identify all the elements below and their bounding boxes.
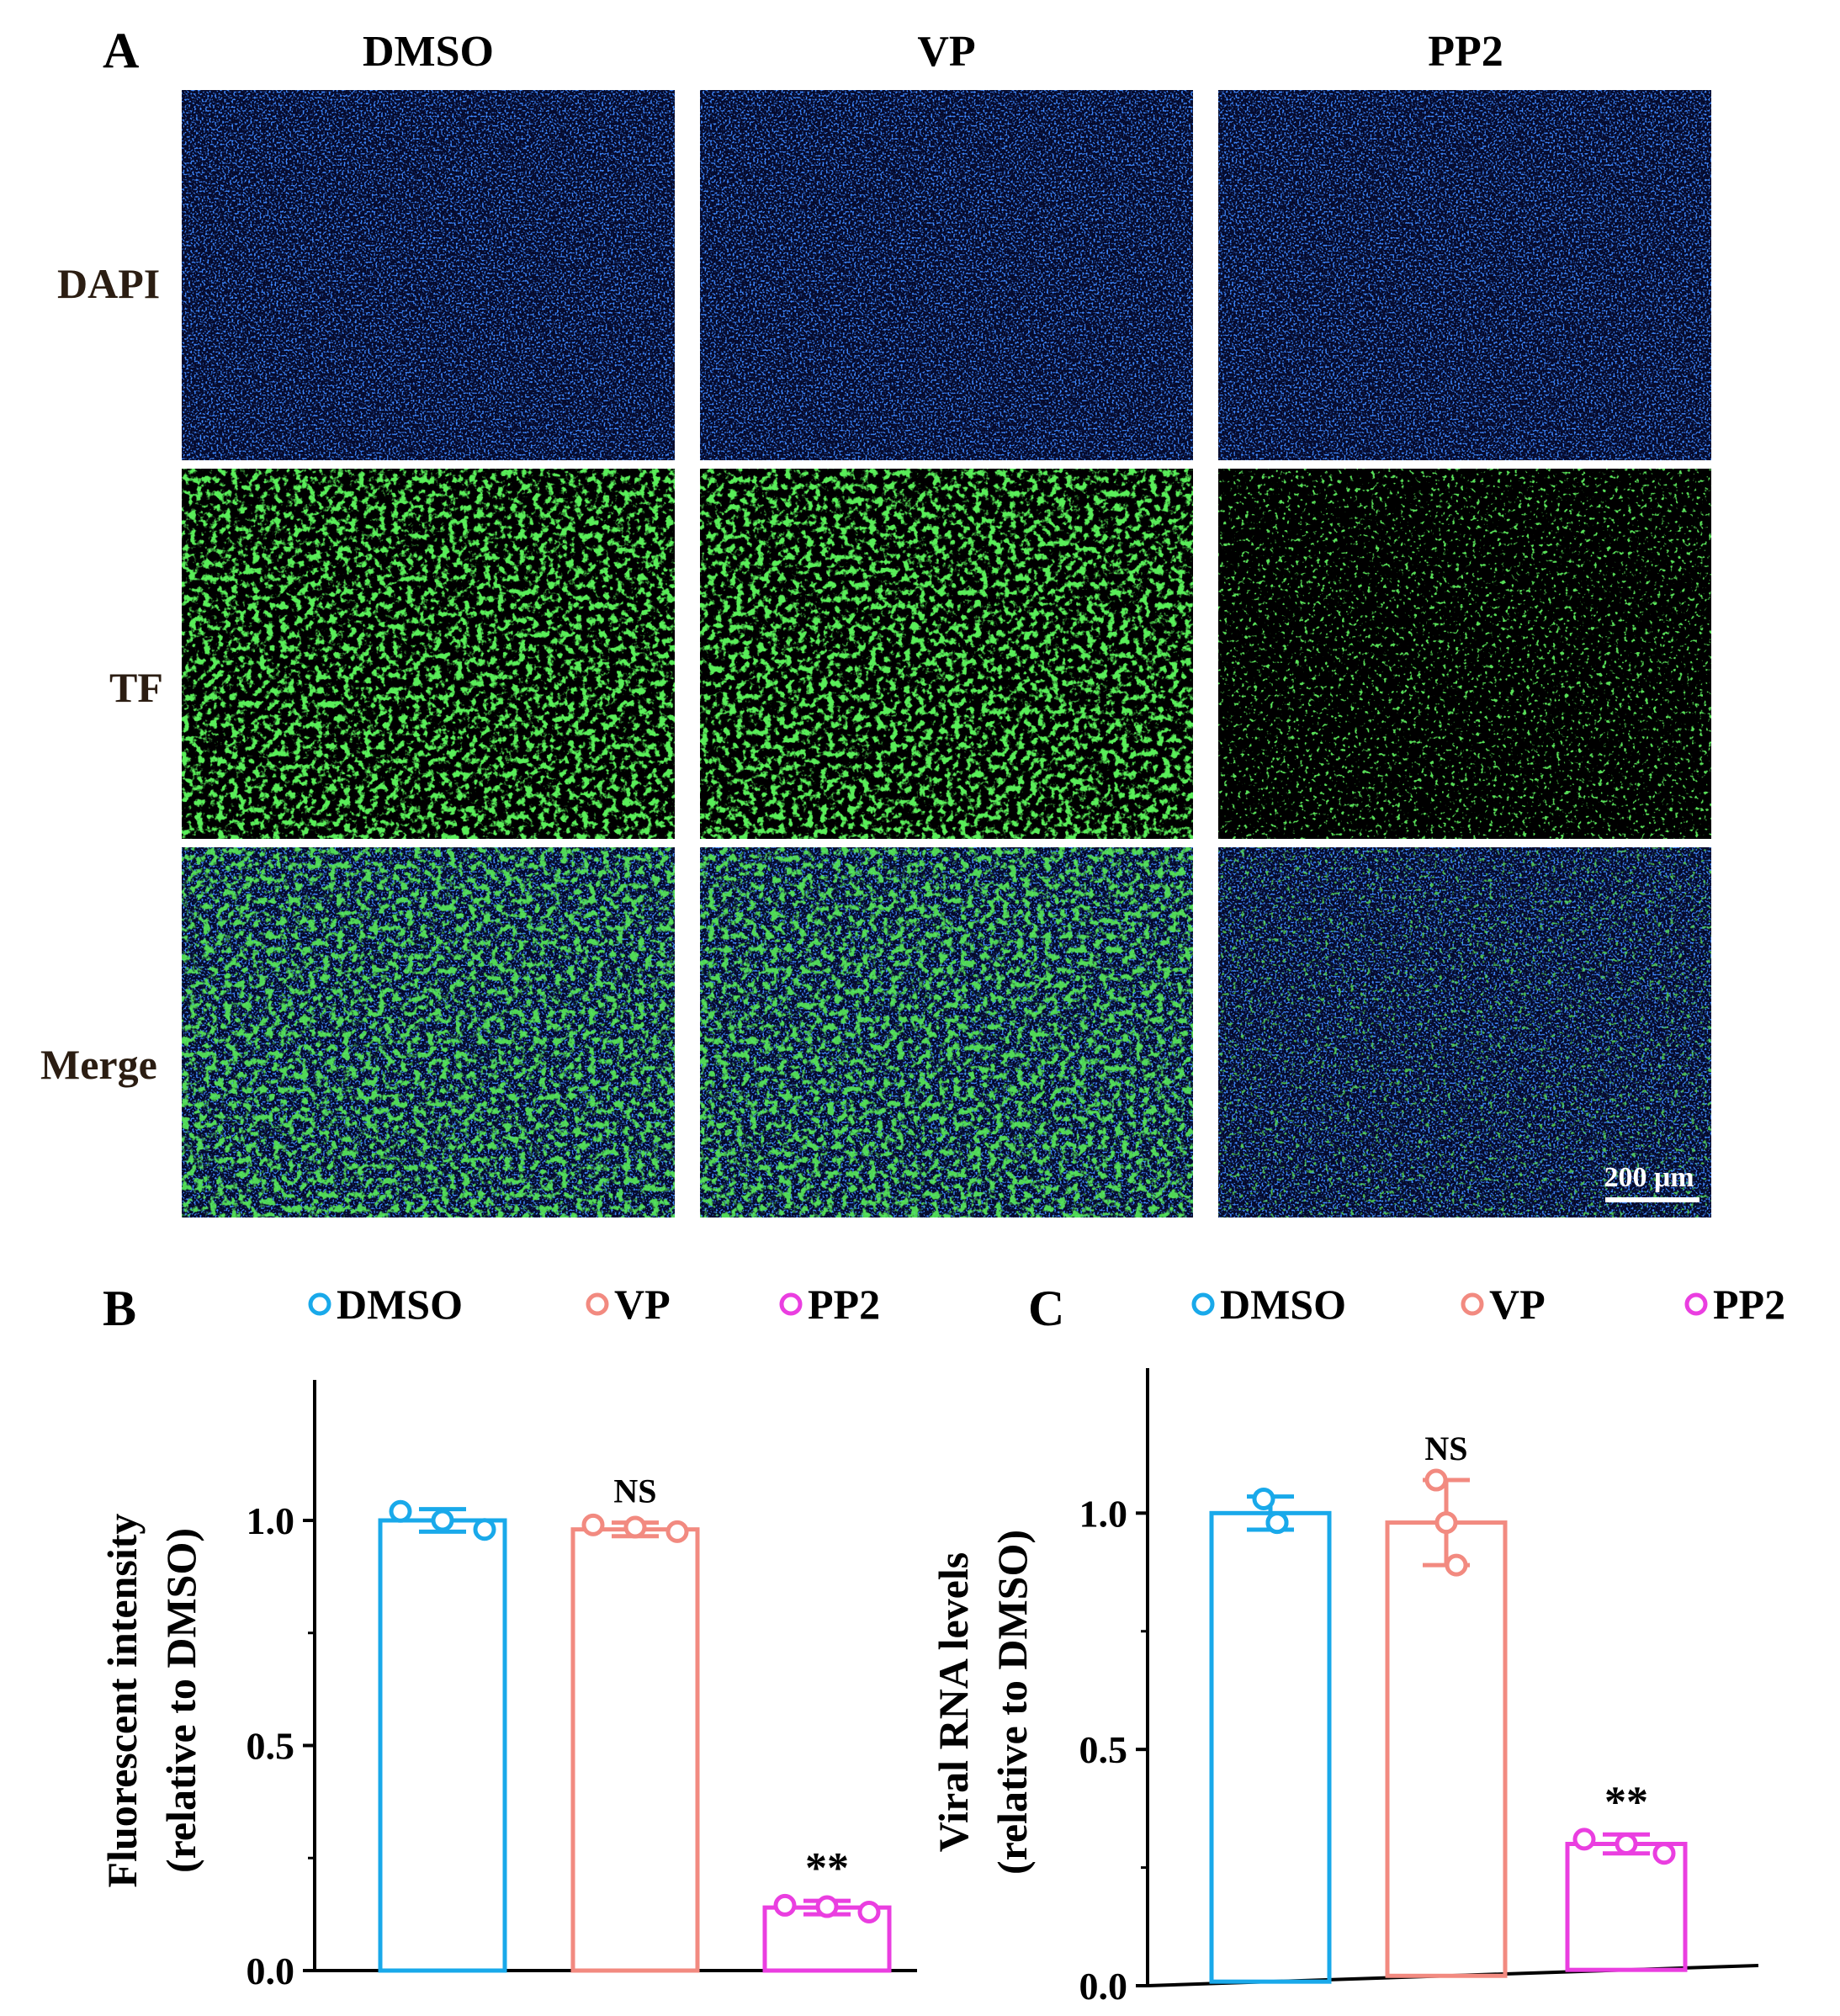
column-title-pp2: PP2 bbox=[1428, 28, 1503, 76]
y-tick-label: 0.0 bbox=[1079, 1965, 1128, 2008]
scale-bar: 200 μm bbox=[1604, 1162, 1699, 1202]
data-point-vp bbox=[581, 1513, 605, 1536]
bar-vp bbox=[570, 1527, 700, 1973]
legend-marker-dmso bbox=[308, 1292, 331, 1316]
data-point-dmso bbox=[389, 1499, 412, 1523]
significance-label-pp2: ** bbox=[805, 1844, 849, 1892]
significance-label-pp2: ** bbox=[1604, 1778, 1648, 1826]
scale-bar-line bbox=[1605, 1197, 1699, 1202]
significance-label-vp: NS bbox=[613, 1472, 656, 1510]
panel-letter-a: A bbox=[103, 23, 140, 78]
legend-marker-vp bbox=[586, 1292, 609, 1316]
data-point-pp2 bbox=[815, 1895, 839, 1918]
bar-dmso bbox=[1209, 1510, 1332, 1984]
legend-marker-pp2 bbox=[1684, 1292, 1708, 1316]
data-point-pp2 bbox=[773, 1893, 797, 1917]
y-axis-label-line1: Fluorescent intensity bbox=[98, 1514, 146, 1888]
y-tick-label: 0.0 bbox=[247, 1950, 295, 1992]
data-point-vp bbox=[1424, 1468, 1448, 1492]
y-tick-label: 0.5 bbox=[1079, 1728, 1128, 1771]
row-title-merge: Merge bbox=[40, 1041, 157, 1088]
data-point-vp bbox=[1445, 1553, 1468, 1577]
y-axis-label-line2: (relative to DMSO) bbox=[989, 1530, 1036, 1875]
data-point-pp2 bbox=[1615, 1833, 1638, 1855]
y-axis-label-line2: (relative to DMSO) bbox=[157, 1528, 204, 1873]
image-merge-dmso bbox=[182, 847, 675, 1218]
bar-dmso bbox=[378, 1518, 507, 1973]
data-point-vp bbox=[1434, 1511, 1458, 1535]
scale-bar-label: 200 μm bbox=[1604, 1162, 1694, 1193]
image-tf-pp2 bbox=[1218, 469, 1711, 839]
chart-b: DMSO VP PP2 0.0 0.5 1.0 Fluorescent intensity(… bbox=[98, 1281, 917, 1992]
image-merge-pp2 bbox=[1218, 847, 1711, 1218]
chart-c: DMSO VP PP2 0.0 0.5 1.0 Viral RNA levels (relat… bbox=[930, 1281, 1785, 2008]
data-point-vp bbox=[665, 1520, 689, 1543]
legend-marker-pp2 bbox=[779, 1292, 803, 1316]
legend-label-vp: VP bbox=[1489, 1281, 1546, 1328]
data-point-dmso bbox=[431, 1509, 454, 1532]
panel-letter-b: B bbox=[103, 1281, 137, 1336]
data-point-pp2 bbox=[1652, 1842, 1676, 1865]
image-tf-dmso bbox=[182, 469, 675, 839]
row-title-dapi: DAPI bbox=[57, 260, 161, 307]
data-point-dmso bbox=[1265, 1511, 1289, 1535]
image-dapi-vp bbox=[700, 90, 1193, 460]
y-tick-label: 1.0 bbox=[1079, 1492, 1128, 1535]
y-tick-label: 0.5 bbox=[247, 1725, 295, 1768]
data-point-pp2 bbox=[1572, 1828, 1596, 1851]
micrograph-grid: 200 μm bbox=[182, 90, 1711, 1218]
image-tf-vp bbox=[700, 469, 1193, 839]
data-point-pp2 bbox=[857, 1900, 881, 1923]
legend-marker-vp bbox=[1461, 1292, 1484, 1316]
panel-letter-c: C bbox=[1028, 1281, 1065, 1336]
legend-label-pp2: PP2 bbox=[808, 1281, 880, 1328]
y-axis-label-line1: Viral RNA levels bbox=[930, 1552, 977, 1852]
image-merge-vp bbox=[700, 847, 1193, 1218]
legend-label-dmso: DMSO bbox=[1220, 1281, 1346, 1328]
column-title-vp: VP bbox=[917, 28, 976, 76]
data-point-vp bbox=[623, 1515, 647, 1539]
bar-vp bbox=[1385, 1520, 1508, 1978]
legend-label-pp2: PP2 bbox=[1713, 1281, 1785, 1328]
data-point-dmso bbox=[1252, 1487, 1275, 1510]
column-title-dmso: DMSO bbox=[363, 28, 494, 76]
image-dapi-pp2 bbox=[1218, 90, 1711, 460]
image-dapi-dmso bbox=[182, 90, 675, 460]
row-title-tf: TF bbox=[109, 664, 163, 711]
significance-label-vp: NS bbox=[1424, 1430, 1467, 1467]
legend-marker-dmso bbox=[1191, 1292, 1215, 1316]
legend-label-vp: VP bbox=[614, 1281, 671, 1328]
data-point-dmso bbox=[473, 1518, 496, 1541]
legend-label-dmso: DMSO bbox=[337, 1281, 463, 1328]
y-tick-label: 1.0 bbox=[247, 1499, 295, 1542]
